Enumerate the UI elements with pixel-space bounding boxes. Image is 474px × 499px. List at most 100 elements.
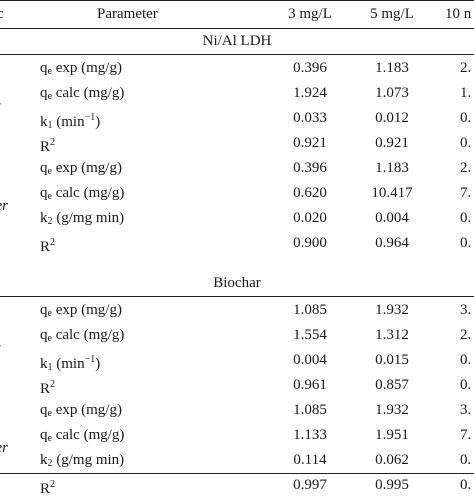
value-10mgl: 1. <box>460 85 472 101</box>
parameter-label: qe exp (mg/g) <box>40 58 122 82</box>
subscript: 1 <box>47 120 53 131</box>
value-10mgl: 0. <box>460 352 472 368</box>
parameter-label: R2 <box>40 133 55 157</box>
model-label: er <box>0 96 1 116</box>
rule <box>0 0 474 1</box>
parameter-label: qe exp (mg/g) <box>40 158 122 182</box>
unit: calc (mg/g) <box>51 327 125 343</box>
parameter-label: qe calc (mg/g) <box>40 83 124 107</box>
value-10mgl: 0. <box>460 110 472 126</box>
value-3mgl: 0.997 <box>293 477 327 493</box>
superscript: −1 <box>84 112 96 123</box>
model-label: der <box>0 198 8 214</box>
value-5mgl: 1.951 <box>375 427 409 443</box>
parameter-label: qe calc (mg/g) <box>40 325 124 349</box>
symbol: k <box>40 210 48 226</box>
superscript: −1 <box>84 354 96 365</box>
parameter-label: k1 (min−1) <box>40 350 100 378</box>
group-title: Biochar <box>213 275 261 291</box>
value-5mgl: 0.062 <box>375 452 409 468</box>
value-3mgl: 1.924 <box>293 85 327 101</box>
value-5mgl: 0.995 <box>375 477 409 493</box>
value-10mgl: 0. <box>460 477 472 493</box>
symbol: k <box>40 356 48 372</box>
value-3mgl: 0.004 <box>293 352 327 368</box>
symbol: q <box>40 160 48 176</box>
unit: (g/mg min) <box>52 210 125 226</box>
header-parameter: Parameter <box>97 6 158 22</box>
value-3mgl: 0.396 <box>293 60 327 76</box>
superscript: 2 <box>50 137 56 148</box>
value-5mgl: 10.417 <box>371 185 413 201</box>
subscript: 1 <box>47 362 53 373</box>
value-10mgl: 0. <box>460 135 472 151</box>
value-3mgl: 1.085 <box>293 402 327 418</box>
rule <box>0 296 474 297</box>
symbol: q <box>40 402 48 418</box>
value-5mgl: 0.012 <box>375 110 409 126</box>
value-5mgl: 1.183 <box>375 160 409 176</box>
symbol: q <box>40 85 48 101</box>
unit: (min <box>52 114 85 130</box>
parameter-label: qe exp (mg/g) <box>40 400 122 424</box>
symbol: R <box>40 481 51 497</box>
value-10mgl: 2. <box>460 160 472 176</box>
value-5mgl: 0.921 <box>375 135 409 151</box>
rule <box>0 28 474 29</box>
unit: calc (mg/g) <box>51 85 125 101</box>
symbol: k <box>40 114 48 130</box>
value-5mgl: 1.312 <box>375 327 409 343</box>
value-10mgl: 0. <box>460 235 472 251</box>
value-10mgl: 0. <box>460 377 472 393</box>
parameter-label: R2 <box>40 375 55 399</box>
unit: exp (mg/g) <box>51 302 122 318</box>
value-10mgl: 2. <box>460 60 472 76</box>
symbol: R <box>40 139 51 155</box>
subscript: e <box>47 91 52 102</box>
unit: (g/mg min) <box>52 452 125 468</box>
parameter-label: k2 (g/mg min) <box>40 450 124 474</box>
subscript: 2 <box>47 458 53 469</box>
superscript: 2 <box>50 379 56 390</box>
superscript: 2 <box>50 237 56 248</box>
header-col3: 10 n <box>445 6 472 22</box>
value-10mgl: 0. <box>460 452 472 468</box>
unit: exp (mg/g) <box>51 402 122 418</box>
value-10mgl: 3. <box>460 402 472 418</box>
value-10mgl: 3. <box>460 302 472 318</box>
superscript: 2 <box>50 479 56 490</box>
subscript: e <box>47 333 52 344</box>
value-3mgl: 0.620 <box>293 185 327 201</box>
group-title: Ni/Al LDH <box>202 33 272 49</box>
parameter-label: R2 <box>40 233 55 257</box>
value-3mgl: 0.114 <box>293 452 327 468</box>
value-10mgl: 7. <box>460 427 472 443</box>
symbol: k <box>40 452 48 468</box>
rule <box>0 54 474 55</box>
value-5mgl: 0.964 <box>375 235 409 251</box>
unit: exp (mg/g) <box>51 160 122 176</box>
header-col1: 3 mg/L <box>288 6 332 22</box>
value-5mgl: 0.857 <box>375 377 409 393</box>
header-model: c <box>0 6 4 22</box>
parameter-label: R2 <box>40 475 55 499</box>
value-3mgl: 0.033 <box>293 110 327 126</box>
value-3mgl: 0.921 <box>293 135 327 151</box>
value-5mgl: 0.004 <box>375 210 409 226</box>
parameter-label: qe calc (mg/g) <box>40 183 124 207</box>
header-col2: 5 mg/L <box>370 6 414 22</box>
subscript: e <box>47 66 52 77</box>
symbol: q <box>40 427 48 443</box>
unit: (min <box>52 356 85 372</box>
symbol: R <box>40 381 51 397</box>
subscript: 2 <box>47 216 53 227</box>
parameter-label: qe exp (mg/g) <box>40 300 122 324</box>
subscript: e <box>47 191 52 202</box>
parameter-label: k1 (min−1) <box>40 108 100 136</box>
unit: exp (mg/g) <box>51 60 122 76</box>
symbol: R <box>40 239 51 255</box>
value-5mgl: 1.932 <box>375 302 409 318</box>
subscript: e <box>47 408 52 419</box>
value-3mgl: 0.900 <box>293 235 327 251</box>
